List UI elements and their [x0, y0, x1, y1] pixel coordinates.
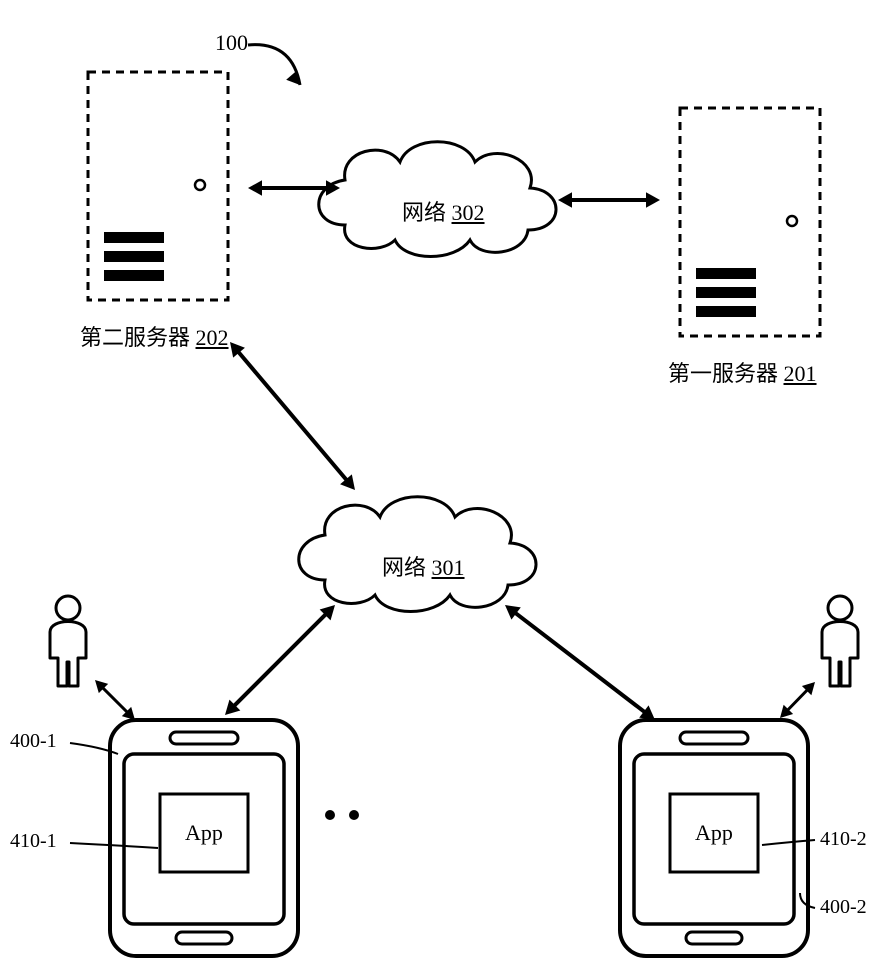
server-1: [680, 108, 820, 336]
server2-label: 第二服务器 202: [80, 320, 229, 352]
ellipsis-dot: [349, 810, 359, 820]
svg-text:App: App: [185, 820, 223, 845]
server-2: [88, 72, 228, 300]
cloud301-label-ref: 301: [432, 555, 465, 580]
arrow-u2-p2: [780, 682, 815, 718]
arrow-s2-c301: [230, 342, 355, 490]
arrow-c301-p2: [505, 605, 655, 720]
cloud301-label: 网络 301: [382, 550, 465, 582]
tag-400-2: 400-2: [820, 896, 867, 919]
phone-2: App: [620, 720, 808, 956]
diagram-canvas: App App: [0, 0, 880, 962]
tag-100: 100: [215, 30, 248, 56]
server2-label-prefix: 第二服务器: [80, 325, 196, 350]
arrow-s2-c302: [248, 180, 340, 195]
server2-label-ref: 202: [196, 325, 229, 350]
arrow-u1-p1: [95, 680, 135, 720]
ellipsis-dot: [325, 810, 335, 820]
cloud302-label-prefix: 网络: [402, 200, 452, 225]
server1-label-prefix: 第一服务器: [668, 361, 784, 386]
server1-label-ref: 201: [784, 361, 817, 386]
arrow-100: [248, 45, 300, 85]
cloud301-label-prefix: 网络: [382, 555, 432, 580]
arrow-c302-s1: [558, 192, 660, 207]
tag-410-2: 410-2: [820, 828, 867, 851]
user-2-icon: [822, 596, 858, 686]
tag-410-1: 410-1: [10, 830, 57, 853]
cloud302-label: 网络 302: [402, 195, 485, 227]
cloud302-label-ref: 302: [452, 200, 485, 225]
tag-400-1: 400-1: [10, 730, 57, 753]
phone-1: App: [110, 720, 298, 956]
server1-label: 第一服务器 201: [668, 356, 817, 388]
arrow-c301-p1: [225, 605, 335, 715]
svg-text:App: App: [695, 820, 733, 845]
user-1-icon: [50, 596, 86, 686]
